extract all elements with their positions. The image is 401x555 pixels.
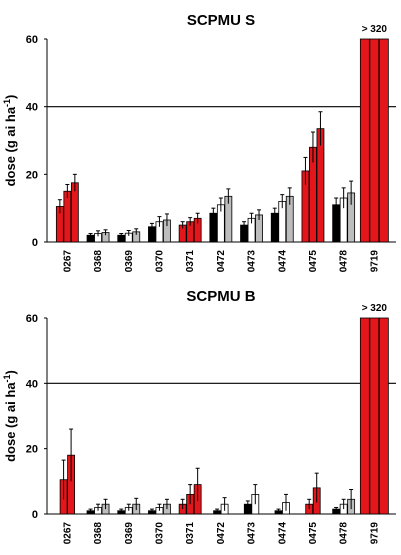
x-tick-label: 0370	[154, 522, 165, 545]
x-tick-label: 0371	[185, 250, 196, 273]
x-tick-label: 0474	[277, 250, 288, 273]
bar	[378, 38, 389, 243]
x-tick-label: 0478	[339, 250, 350, 273]
y-tick-label: 60	[26, 313, 38, 325]
x-tick-label: 0474	[277, 522, 288, 545]
x-tick-label: 0369	[124, 522, 135, 545]
bar	[316, 128, 325, 243]
y-tick-label: 60	[26, 34, 38, 46]
x-tick-label: 0472	[216, 250, 227, 273]
y-tick-label: 20	[26, 444, 38, 456]
overflow-label: > 320	[362, 24, 388, 35]
overflow-label: > 320	[362, 303, 388, 314]
x-tick-label: 0368	[93, 250, 104, 273]
x-tick-label: 9719	[369, 250, 380, 273]
x-tick-label: 0473	[247, 522, 258, 545]
y-axis-label: dose (g ai ha-1)	[2, 95, 18, 187]
bar	[369, 38, 380, 243]
bar	[369, 317, 380, 515]
chart-title: SCPMU S	[187, 12, 255, 29]
bar	[359, 38, 370, 243]
y-tick-label: 40	[26, 102, 38, 114]
x-tick-label: 0472	[216, 522, 227, 545]
bar	[378, 317, 389, 515]
x-tick-label: 0371	[185, 522, 196, 545]
x-tick-label: 0267	[62, 522, 73, 545]
chart-panel-1: SCPMU B dose (g ai ha-1) 0 20 40 60 0267 0368 03…	[2, 288, 396, 544]
x-tick-label: 0369	[124, 250, 135, 273]
x-tick-label: 0475	[308, 522, 319, 545]
y-tick-label: 0	[32, 237, 38, 249]
x-tick-label: 0473	[247, 250, 258, 273]
bar	[359, 317, 370, 515]
x-tick-label: 0475	[308, 250, 319, 273]
bar	[70, 182, 79, 243]
x-tick-label: 9719	[369, 522, 380, 545]
x-tick-label: 0478	[339, 522, 350, 545]
y-tick-label: 20	[26, 169, 38, 181]
y-tick-label: 0	[32, 509, 38, 521]
chart-panel-0: SCPMU S dose (g ai ha-1) 0 20 40 60 0267 0368 03…	[2, 12, 396, 272]
y-tick-label: 40	[26, 378, 38, 390]
chart-title: SCPMU B	[186, 288, 255, 305]
x-tick-label: 0370	[154, 250, 165, 273]
bar	[63, 190, 72, 243]
x-tick-label: 0267	[62, 250, 73, 273]
x-tick-label: 0368	[93, 522, 104, 545]
y-axis-label: dose (g ai ha-1)	[2, 370, 18, 462]
